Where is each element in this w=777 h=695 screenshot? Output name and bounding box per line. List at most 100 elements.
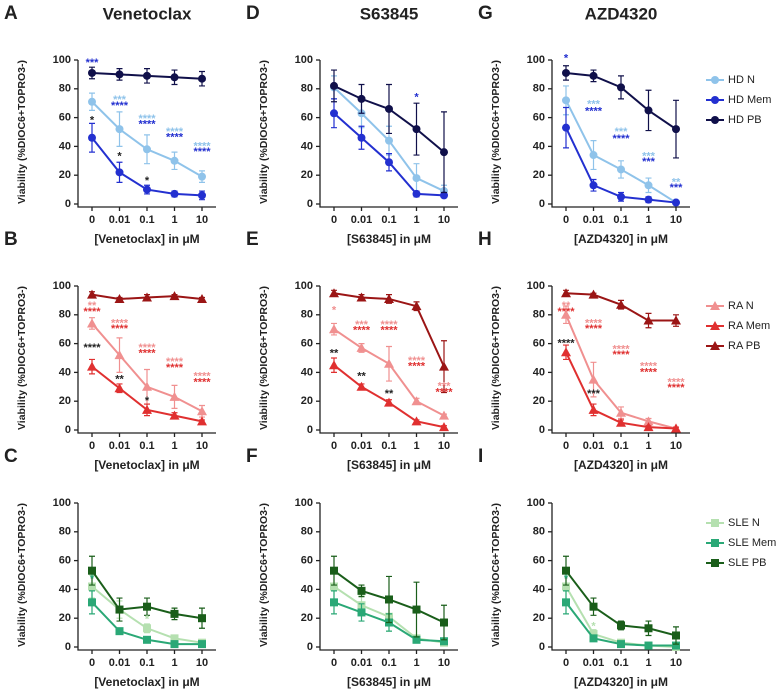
x-tick-label: 1 xyxy=(171,214,177,226)
data-point xyxy=(643,416,654,426)
y-tick-label: 100 xyxy=(295,497,313,509)
x-tick-label: 0.1 xyxy=(613,657,628,669)
y-tick-label: 40 xyxy=(301,140,313,152)
y-tick-label: 40 xyxy=(533,366,545,378)
data-point xyxy=(114,383,125,393)
x-tick-label: 0 xyxy=(89,214,95,226)
y-tick-label: 80 xyxy=(59,526,71,538)
data-point xyxy=(384,397,394,407)
legend-marker xyxy=(710,301,720,310)
data-point xyxy=(643,422,654,432)
panel-letter: D xyxy=(246,3,260,24)
data-point xyxy=(114,350,125,360)
significance-label: **** xyxy=(380,325,398,337)
data-point xyxy=(616,407,626,417)
y-tick-label: 40 xyxy=(59,366,71,378)
data-point xyxy=(357,586,366,595)
data-point xyxy=(644,624,653,633)
data-point xyxy=(672,125,680,134)
y-tick-label: 80 xyxy=(533,526,545,538)
data-point xyxy=(197,406,207,416)
legend-label: HD N xyxy=(728,74,755,86)
y-tick-label: 80 xyxy=(301,526,313,538)
data-point xyxy=(385,136,393,145)
legend-label: HD PB xyxy=(728,114,762,126)
panel-letter: C xyxy=(4,446,18,467)
y-tick-label: 20 xyxy=(59,169,71,181)
data-point xyxy=(142,404,152,414)
data-point xyxy=(170,640,179,649)
y-tick-label: 0 xyxy=(539,641,545,653)
y-axis-label: Viability (%DIOC6+TOPRO3-) xyxy=(490,286,502,430)
data-point xyxy=(357,133,366,142)
data-point xyxy=(411,416,422,426)
data-point xyxy=(143,635,151,644)
significance-label: * xyxy=(145,614,150,626)
y-tick-label: 100 xyxy=(527,54,545,66)
data-point xyxy=(561,347,571,357)
y-tick-label: 40 xyxy=(533,140,545,152)
data-point xyxy=(88,68,96,77)
column-title: S63845 xyxy=(360,4,419,23)
x-tick-label: 1 xyxy=(171,440,177,452)
y-tick-label: 60 xyxy=(533,112,545,124)
significance-label: **** xyxy=(193,146,211,158)
y-tick-label: 40 xyxy=(301,366,313,378)
legend-marker xyxy=(711,559,719,567)
significance-label: * xyxy=(90,114,95,126)
axis-line xyxy=(77,286,216,434)
y-axis-label: Viability (%DIOC6+TOPRO3-) xyxy=(16,60,28,204)
data-point xyxy=(385,595,393,604)
y-tick-label: 80 xyxy=(59,309,71,321)
panel-letter: H xyxy=(478,229,492,250)
y-tick-label: 100 xyxy=(295,54,313,66)
data-point xyxy=(588,404,599,414)
data-point xyxy=(115,605,124,614)
data-point xyxy=(330,109,338,118)
y-tick-label: 0 xyxy=(307,424,313,436)
x-tick-label: 0 xyxy=(89,657,95,669)
significance-label: **** xyxy=(166,362,184,374)
data-point xyxy=(143,71,151,80)
data-point xyxy=(143,185,151,194)
data-point xyxy=(143,145,151,154)
significance-label: *** xyxy=(438,381,452,393)
x-tick-label: 1 xyxy=(645,657,651,669)
axis-line xyxy=(77,503,216,651)
x-tick-label: 10 xyxy=(196,214,208,226)
y-tick-label: 80 xyxy=(533,83,545,95)
significance-label: * xyxy=(332,304,337,316)
data-point xyxy=(671,423,681,433)
x-tick-label: 10 xyxy=(438,657,450,669)
panel-letter: E xyxy=(246,229,259,250)
data-point xyxy=(562,96,570,105)
x-tick-label: 10 xyxy=(670,657,682,669)
significance-label: **** xyxy=(640,361,658,373)
data-point xyxy=(384,293,394,303)
data-point xyxy=(170,73,179,82)
legend-label: SLE N xyxy=(728,517,760,529)
data-point xyxy=(385,104,393,113)
data-point xyxy=(169,410,180,420)
data-point xyxy=(562,68,570,77)
data-point xyxy=(169,291,180,301)
significance-label: *** xyxy=(86,57,100,69)
x-tick-label: 0.1 xyxy=(139,214,154,226)
x-tick-label: 0 xyxy=(331,214,337,226)
y-tick-label: 100 xyxy=(53,54,71,66)
data-point xyxy=(330,81,338,90)
y-tick-label: 40 xyxy=(533,583,545,595)
y-tick-label: 60 xyxy=(533,338,545,350)
y-axis-label: Viability (%DIOC6+TOPRO3-) xyxy=(16,503,28,647)
legend-label: RA Mem xyxy=(728,320,770,332)
significance-label: **** xyxy=(612,133,630,145)
x-tick-label: 0.01 xyxy=(351,657,372,669)
significance-label: ** xyxy=(88,300,97,312)
significance-label: **** xyxy=(435,386,453,398)
significance-label: **** xyxy=(138,113,156,125)
data-point xyxy=(412,605,421,614)
significance-label: **** xyxy=(166,356,184,368)
y-tick-label: 0 xyxy=(307,641,313,653)
data-point xyxy=(644,181,653,190)
data-point xyxy=(198,172,206,181)
